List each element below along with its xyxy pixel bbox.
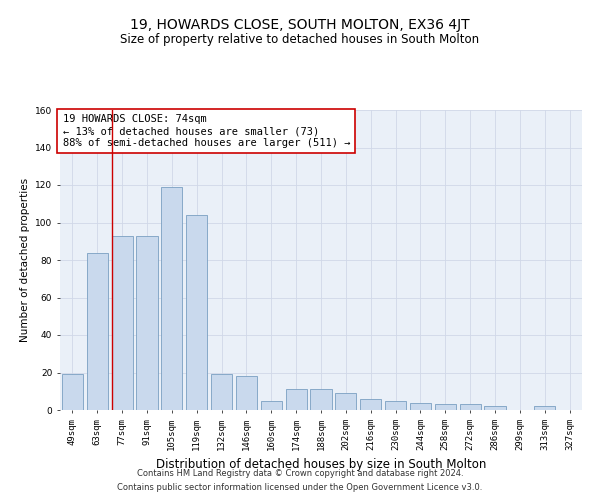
Bar [435, 404, 456, 410]
Bar [211, 374, 232, 410]
Text: 19, HOWARDS CLOSE, SOUTH MOLTON, EX36 4JT: 19, HOWARDS CLOSE, SOUTH MOLTON, EX36 4J… [130, 18, 470, 32]
Bar [236, 376, 257, 410]
Text: Contains public sector information licensed under the Open Government Licence v3: Contains public sector information licen… [118, 484, 482, 492]
Text: 19 HOWARDS CLOSE: 74sqm
← 13% of detached houses are smaller (73)
88% of semi-de: 19 HOWARDS CLOSE: 74sqm ← 13% of detache… [62, 114, 350, 148]
Bar [460, 404, 481, 410]
Bar [87, 252, 108, 410]
Bar [161, 187, 182, 410]
Bar [534, 406, 555, 410]
Bar [335, 393, 356, 410]
Bar [286, 390, 307, 410]
Bar [136, 236, 158, 410]
Text: Size of property relative to detached houses in South Molton: Size of property relative to detached ho… [121, 32, 479, 46]
Bar [385, 400, 406, 410]
Bar [410, 402, 431, 410]
Bar [261, 400, 282, 410]
X-axis label: Distribution of detached houses by size in South Molton: Distribution of detached houses by size … [156, 458, 486, 471]
Bar [186, 215, 207, 410]
Bar [360, 399, 381, 410]
Bar [310, 390, 332, 410]
Bar [484, 406, 506, 410]
Bar [62, 374, 83, 410]
Bar [112, 236, 133, 410]
Text: Contains HM Land Registry data © Crown copyright and database right 2024.: Contains HM Land Registry data © Crown c… [137, 468, 463, 477]
Y-axis label: Number of detached properties: Number of detached properties [20, 178, 29, 342]
